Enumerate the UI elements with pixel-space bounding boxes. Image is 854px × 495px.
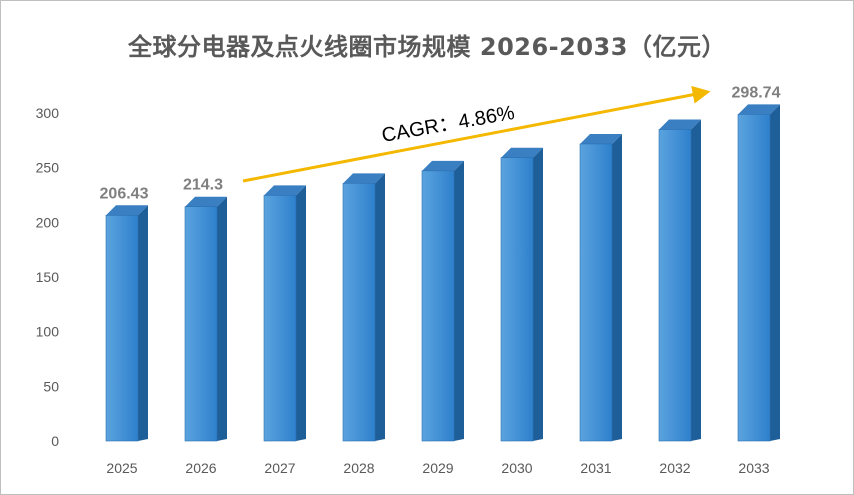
cagr-annotation: CAGR：4.86% [242, 85, 711, 183]
bar-front [658, 129, 692, 442]
bar-side [612, 133, 622, 441]
y-tick-label: 250 [36, 160, 60, 176]
bar-top [580, 133, 622, 144]
y-axis: 0 50 100 150 200 250 300 [36, 105, 60, 449]
bar-front [421, 170, 455, 442]
bar-top [106, 205, 148, 216]
bar [421, 160, 464, 442]
bar-top [422, 160, 464, 171]
data-label: 298.74 [732, 84, 781, 101]
bar [342, 173, 385, 442]
x-tick-label: 2029 [422, 460, 453, 476]
bar [105, 205, 148, 442]
bar [658, 119, 701, 442]
cagr-arrow [242, 85, 711, 183]
bar-front [263, 195, 297, 442]
bar-front [737, 114, 771, 442]
bar [500, 147, 543, 442]
x-tick-label: 2028 [343, 460, 374, 476]
bar-series [105, 104, 780, 442]
bar-side [375, 173, 385, 442]
bar-front [105, 215, 139, 442]
y-tick-label: 200 [36, 214, 60, 230]
bar [263, 185, 306, 442]
data-label: 214.3 [183, 177, 223, 194]
data-labels: 206.43 214.3 298.74 [100, 84, 781, 202]
data-label: 206.43 [100, 185, 149, 202]
bar-side [296, 185, 306, 441]
chart-title: 全球分电器及点火线圈市场规模 2026-2033（亿元） [128, 33, 726, 61]
bar-side [691, 119, 701, 441]
bar-side [138, 205, 148, 441]
x-tick-label: 2030 [501, 460, 532, 476]
bar-top [185, 196, 227, 207]
x-tick-label: 2026 [185, 460, 216, 476]
bar-side [770, 104, 780, 442]
bar-front [184, 206, 218, 442]
x-tick-label: 2033 [738, 460, 769, 476]
bar-front [342, 183, 376, 442]
bar-front [500, 157, 534, 442]
y-tick-label: 0 [51, 433, 59, 449]
y-tick-label: 300 [36, 105, 60, 121]
y-tick-label: 50 [43, 378, 59, 394]
bar-front [579, 143, 613, 442]
bar-top [738, 104, 780, 115]
y-tick-label: 100 [36, 324, 60, 340]
y-tick-label: 150 [36, 269, 60, 285]
bar-top [343, 173, 385, 184]
x-tick-label: 2032 [659, 460, 690, 476]
x-tick-label: 2027 [264, 460, 295, 476]
x-tick-label: 2031 [580, 460, 611, 476]
bar-top [501, 147, 543, 158]
x-axis: 2025 2026 2027 2028 2029 2030 2031 2032 2033 [106, 460, 769, 476]
bar [737, 104, 780, 442]
bar-side [217, 196, 227, 441]
bar [579, 133, 622, 442]
bar-side [454, 160, 464, 441]
bar-top [659, 119, 701, 130]
bar-top [264, 185, 306, 196]
x-tick-label: 2025 [106, 460, 137, 476]
bar-side [533, 147, 543, 441]
bar [184, 196, 227, 442]
